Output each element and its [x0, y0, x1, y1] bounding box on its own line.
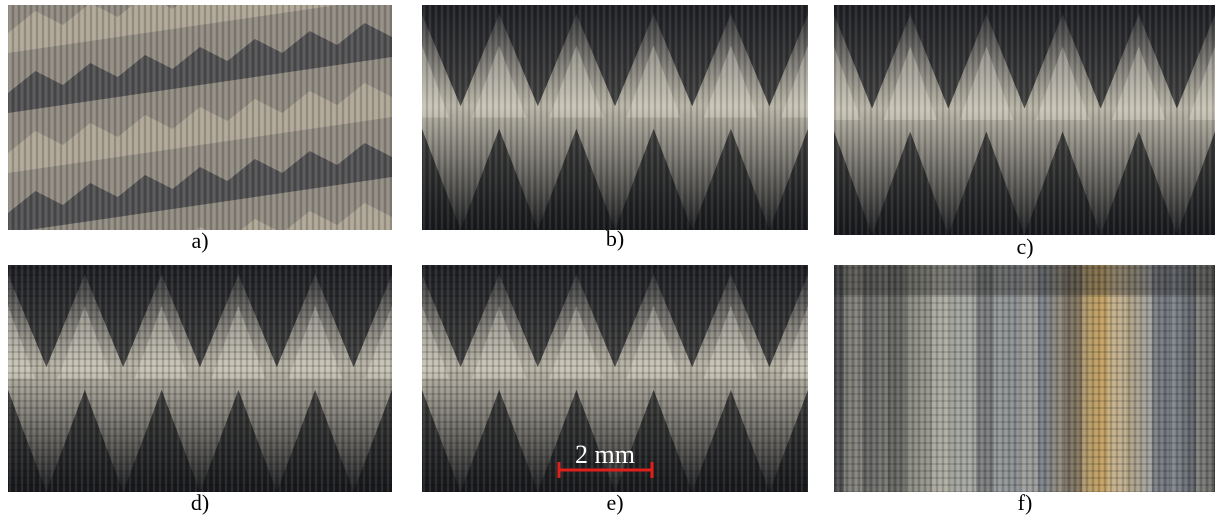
panel-label: e) [606, 490, 623, 515]
panel-label: a) [191, 228, 208, 253]
texture [422, 5, 808, 230]
scale-bar-label: 2 mm [575, 440, 635, 469]
micrograph [422, 5, 808, 230]
micrograph [8, 265, 392, 492]
texture [8, 265, 392, 492]
panel-label: c) [1016, 234, 1033, 259]
micrograph [834, 5, 1215, 235]
panels [8, 5, 1215, 492]
scale-bar: 2 mm [557, 440, 654, 478]
texture [834, 265, 1215, 492]
panel-label: f) [1018, 490, 1033, 515]
panel-label: d) [191, 490, 209, 515]
micrograph [422, 265, 808, 492]
texture [834, 5, 1215, 235]
texture [8, 5, 392, 230]
panel-label: b) [606, 226, 624, 251]
micrograph [834, 265, 1215, 492]
micrograph [8, 5, 392, 230]
texture [422, 265, 808, 492]
